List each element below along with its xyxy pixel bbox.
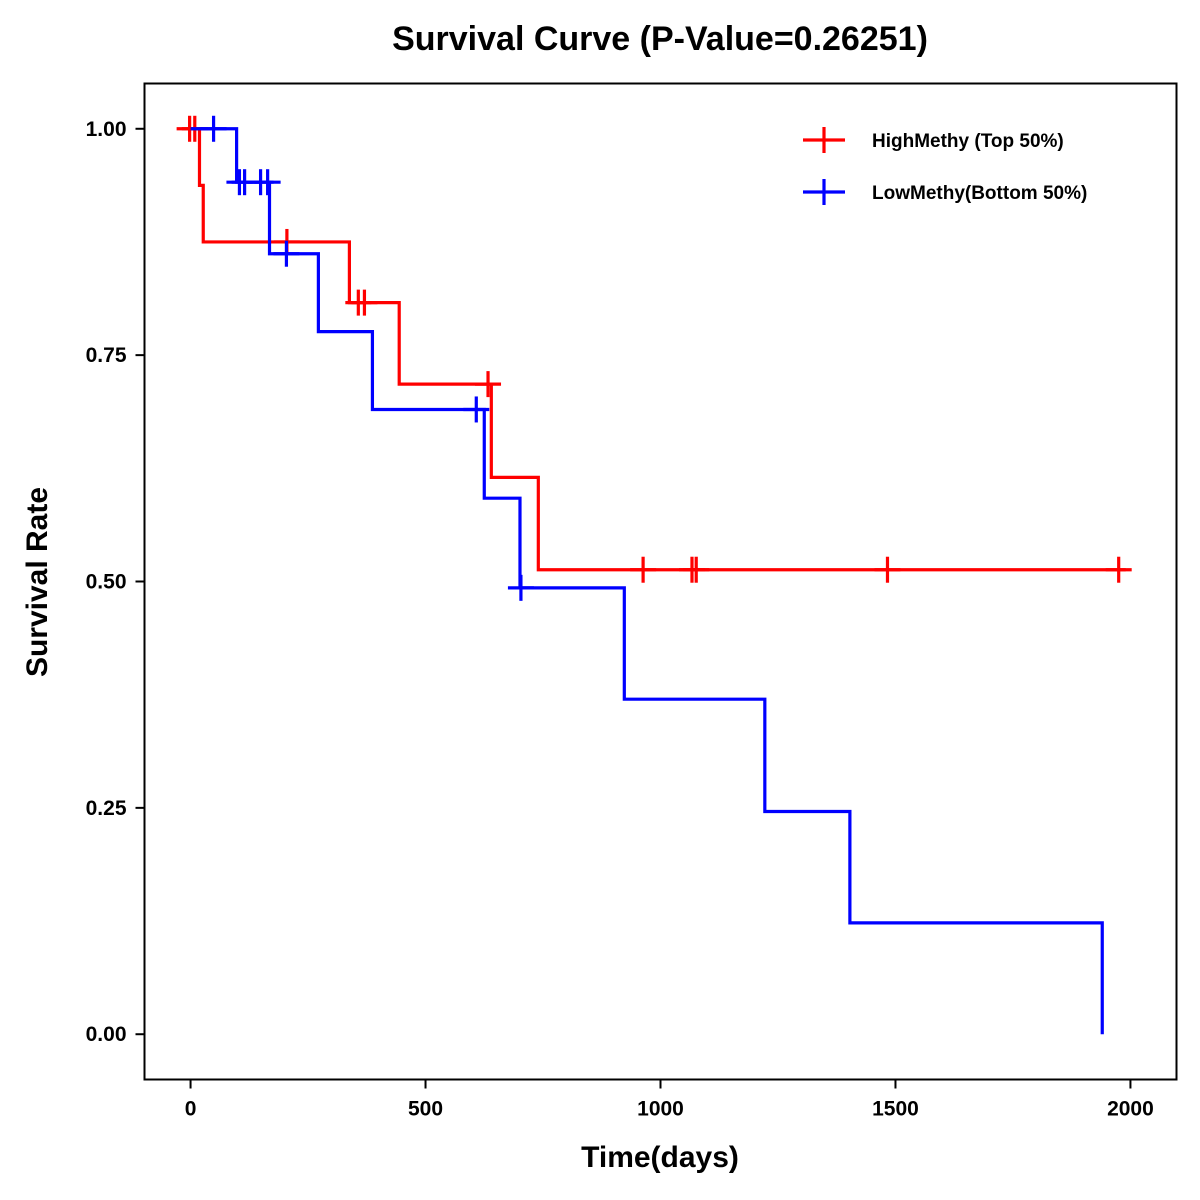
y-axis: 0.00 0.25 0.50 0.75 1.00: [86, 118, 145, 1046]
legend: HighMethy (Top 50%) LowMethy(Bottom 50%): [803, 127, 1087, 205]
x-tick-label: 1500: [872, 1098, 919, 1121]
y-tick-label: 0.50: [86, 571, 127, 594]
y-tick-label: 0.00: [86, 1023, 127, 1046]
x-tick-label: 2000: [1107, 1098, 1154, 1121]
series-high-methy: [176, 115, 1132, 583]
survival-curve: [190, 127, 1104, 1035]
series-low-methy: [190, 115, 1104, 1035]
y-tick-label: 0.75: [86, 344, 127, 367]
y-tick-label: 1.00: [86, 118, 127, 141]
legend-item: LowMethy(Bottom 50%): [803, 179, 1087, 205]
x-tick-label: 500: [408, 1098, 443, 1121]
x-axis: 0 500 1000 1500 2000: [185, 1079, 1154, 1121]
legend-item: HighMethy (Top 50%): [803, 127, 1064, 153]
x-tick-label: 1000: [637, 1098, 684, 1121]
y-tick-label: 0.25: [86, 797, 127, 820]
x-tick-label: 0: [185, 1098, 197, 1121]
legend-label: HighMethy (Top 50%): [872, 131, 1064, 152]
chart-title: Survival Curve (P-Value=0.26251): [392, 20, 928, 58]
plot-area: [176, 115, 1132, 1035]
legend-label: LowMethy(Bottom 50%): [872, 183, 1087, 204]
y-axis-label: Survival Rate: [21, 487, 54, 677]
x-axis-label: Time(days): [581, 1141, 739, 1174]
